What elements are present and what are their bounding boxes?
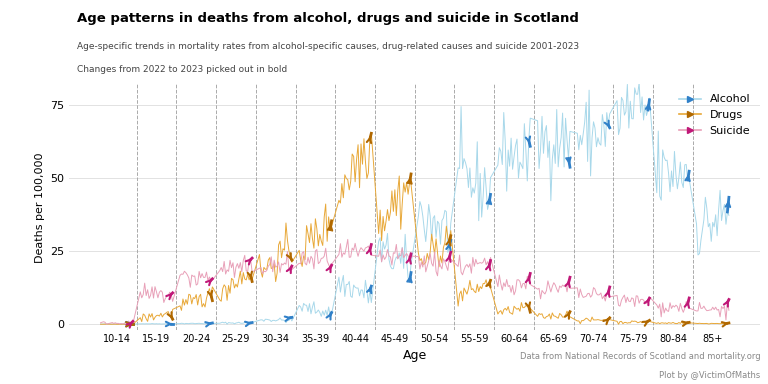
Y-axis label: Deaths per 100,000: Deaths per 100,000 [35, 152, 45, 263]
X-axis label: Age: Age [402, 349, 427, 362]
Text: Age-specific trends in mortality rates from alcohol-specific causes, drug-relate: Age-specific trends in mortality rates f… [77, 42, 579, 51]
Text: Changes from 2022 to 2023 picked out in bold: Changes from 2022 to 2023 picked out in … [77, 65, 287, 74]
Text: Data from National Records of Scotland and mortality.org: Data from National Records of Scotland a… [520, 352, 760, 361]
Legend: Alcohol, Drugs, Suicide: Alcohol, Drugs, Suicide [674, 90, 755, 140]
Text: Plot by @VictimOfMaths: Plot by @VictimOfMaths [659, 371, 760, 380]
Text: Age patterns in deaths from alcohol, drugs and suicide in Scotland: Age patterns in deaths from alcohol, dru… [77, 12, 578, 25]
